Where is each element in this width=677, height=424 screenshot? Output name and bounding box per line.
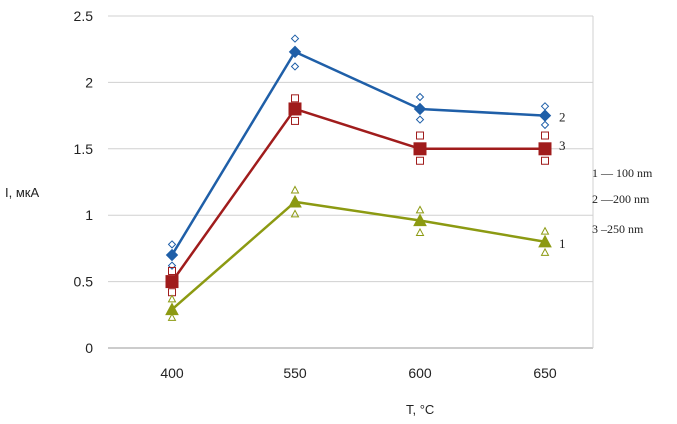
legend-entry-1: 1 — 100 nm	[592, 166, 653, 180]
scatter-point-square	[541, 131, 549, 140]
gridlines	[108, 15, 593, 349]
x-axis-label: T, °C	[406, 402, 434, 417]
y-tick-label: 1	[85, 207, 93, 223]
scatter-point-triangle	[290, 185, 300, 194]
y-axis-ticks: 0 0.5 1 1.5 2 2.5	[74, 8, 94, 356]
scatter-point-square	[416, 156, 424, 165]
x-tick-label: 550	[283, 365, 307, 381]
y-tick-label: 1.5	[74, 141, 94, 157]
scatter-point-diamond	[540, 120, 550, 130]
raw-measurement-points	[167, 34, 550, 321]
y-tick-label: 2.5	[74, 8, 94, 24]
scatter-point-triangle	[415, 205, 425, 214]
data-point-diamond	[165, 248, 179, 262]
data-point-diamond	[413, 102, 427, 116]
scatter-point-square	[168, 266, 176, 275]
data-point-diamond	[288, 45, 302, 59]
series-lines	[170, 50, 546, 311]
scatter-point-triangle	[167, 294, 177, 303]
scatter-point-diamond	[415, 92, 425, 102]
data-point-square	[413, 142, 427, 156]
scatter-point-diamond	[167, 261, 177, 270]
scatter-point-square	[416, 131, 424, 140]
scatter-point-triangle	[167, 312, 177, 321]
data-point-triangle	[288, 194, 302, 208]
series-end-label: 2	[559, 110, 566, 125]
scatter-point-triangle	[290, 209, 300, 218]
x-tick-label: 400	[160, 365, 184, 381]
scatter-point-diamond	[290, 34, 300, 43]
data-point-triangle	[165, 302, 179, 316]
x-tick-label: 650	[533, 365, 557, 381]
scatter-point-diamond	[167, 240, 177, 249]
scatter-point-triangle	[540, 247, 550, 256]
scatter-point-square	[291, 116, 299, 125]
data-point-triangle	[413, 213, 427, 227]
series-end-label: 1	[559, 236, 566, 251]
y-tick-label: 2	[85, 74, 93, 90]
legend: 1 — 100 nm 2 —200 nm 3 –250 nm	[592, 166, 653, 236]
series-markers	[165, 45, 552, 316]
scatter-point-square	[291, 94, 299, 103]
legend-entry-3: 3 –250 nm	[592, 222, 644, 236]
data-point-square	[165, 275, 179, 289]
y-axis-label: I, мкА	[5, 185, 39, 200]
x-axis-ticks: 400 550 600 650	[160, 365, 557, 381]
series-line-2	[170, 50, 546, 256]
scatter-point-diamond	[415, 115, 425, 124]
x-tick-label: 600	[408, 365, 432, 381]
scatter-point-triangle	[415, 227, 425, 236]
y-tick-label: 0.5	[74, 274, 94, 290]
scatter-point-diamond	[540, 102, 550, 111]
scatter-point-triangle	[540, 226, 550, 235]
legend-entry-2: 2 —200 nm	[592, 192, 650, 206]
data-point-diamond	[538, 109, 552, 122]
series-line-3	[170, 107, 545, 283]
data-point-square	[538, 142, 552, 156]
y-tick-label: 0	[85, 340, 93, 356]
scatter-point-diamond	[290, 62, 300, 71]
data-point-square	[288, 102, 302, 116]
data-point-triangle	[538, 234, 552, 248]
series-line-1	[171, 200, 546, 311]
series-end-label: 3	[559, 138, 566, 153]
series-end-labels: 2 3 1	[559, 110, 566, 251]
scatter-point-square	[541, 156, 549, 165]
